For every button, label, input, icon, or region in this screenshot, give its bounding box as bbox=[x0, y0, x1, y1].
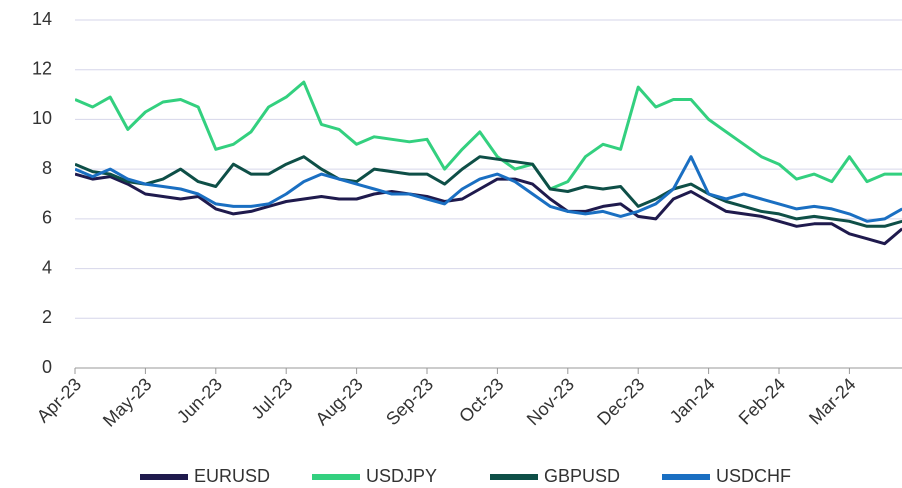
legend-label: USDCHF bbox=[716, 466, 791, 486]
x-tick-label: Feb-24 bbox=[735, 374, 789, 428]
x-tick-label: Sep-23 bbox=[382, 374, 437, 429]
x-tick-label: Oct-23 bbox=[455, 374, 507, 426]
x-tick-label: Jan-24 bbox=[666, 374, 719, 427]
x-tick-label: Nov-23 bbox=[523, 374, 578, 429]
x-tick-label: Dec-23 bbox=[593, 374, 648, 429]
x-tick-label: Aug-23 bbox=[312, 374, 367, 429]
y-tick-label: 10 bbox=[32, 108, 52, 128]
y-tick-label: 2 bbox=[42, 307, 52, 327]
legend-label: USDJPY bbox=[366, 466, 437, 486]
x-tick-label: Jun-23 bbox=[173, 374, 226, 427]
x-tick-label: Mar-24 bbox=[805, 374, 859, 428]
y-tick-label: 12 bbox=[32, 58, 52, 78]
y-tick-label: 0 bbox=[42, 357, 52, 377]
series-line bbox=[75, 172, 902, 246]
y-tick-label: 8 bbox=[42, 158, 52, 178]
series-line bbox=[75, 155, 902, 228]
y-tick-label: 6 bbox=[42, 208, 52, 228]
legend-label: EURUSD bbox=[194, 466, 270, 486]
series-line bbox=[75, 80, 902, 191]
series-line bbox=[75, 155, 902, 223]
y-tick-label: 14 bbox=[32, 9, 52, 29]
y-tick-label: 4 bbox=[42, 257, 52, 277]
legend-label: GBPUSD bbox=[544, 466, 620, 486]
x-tick-label: Jul-23 bbox=[248, 374, 297, 423]
x-tick-label: May-23 bbox=[99, 374, 156, 431]
x-tick-label: Apr-23 bbox=[33, 374, 85, 426]
